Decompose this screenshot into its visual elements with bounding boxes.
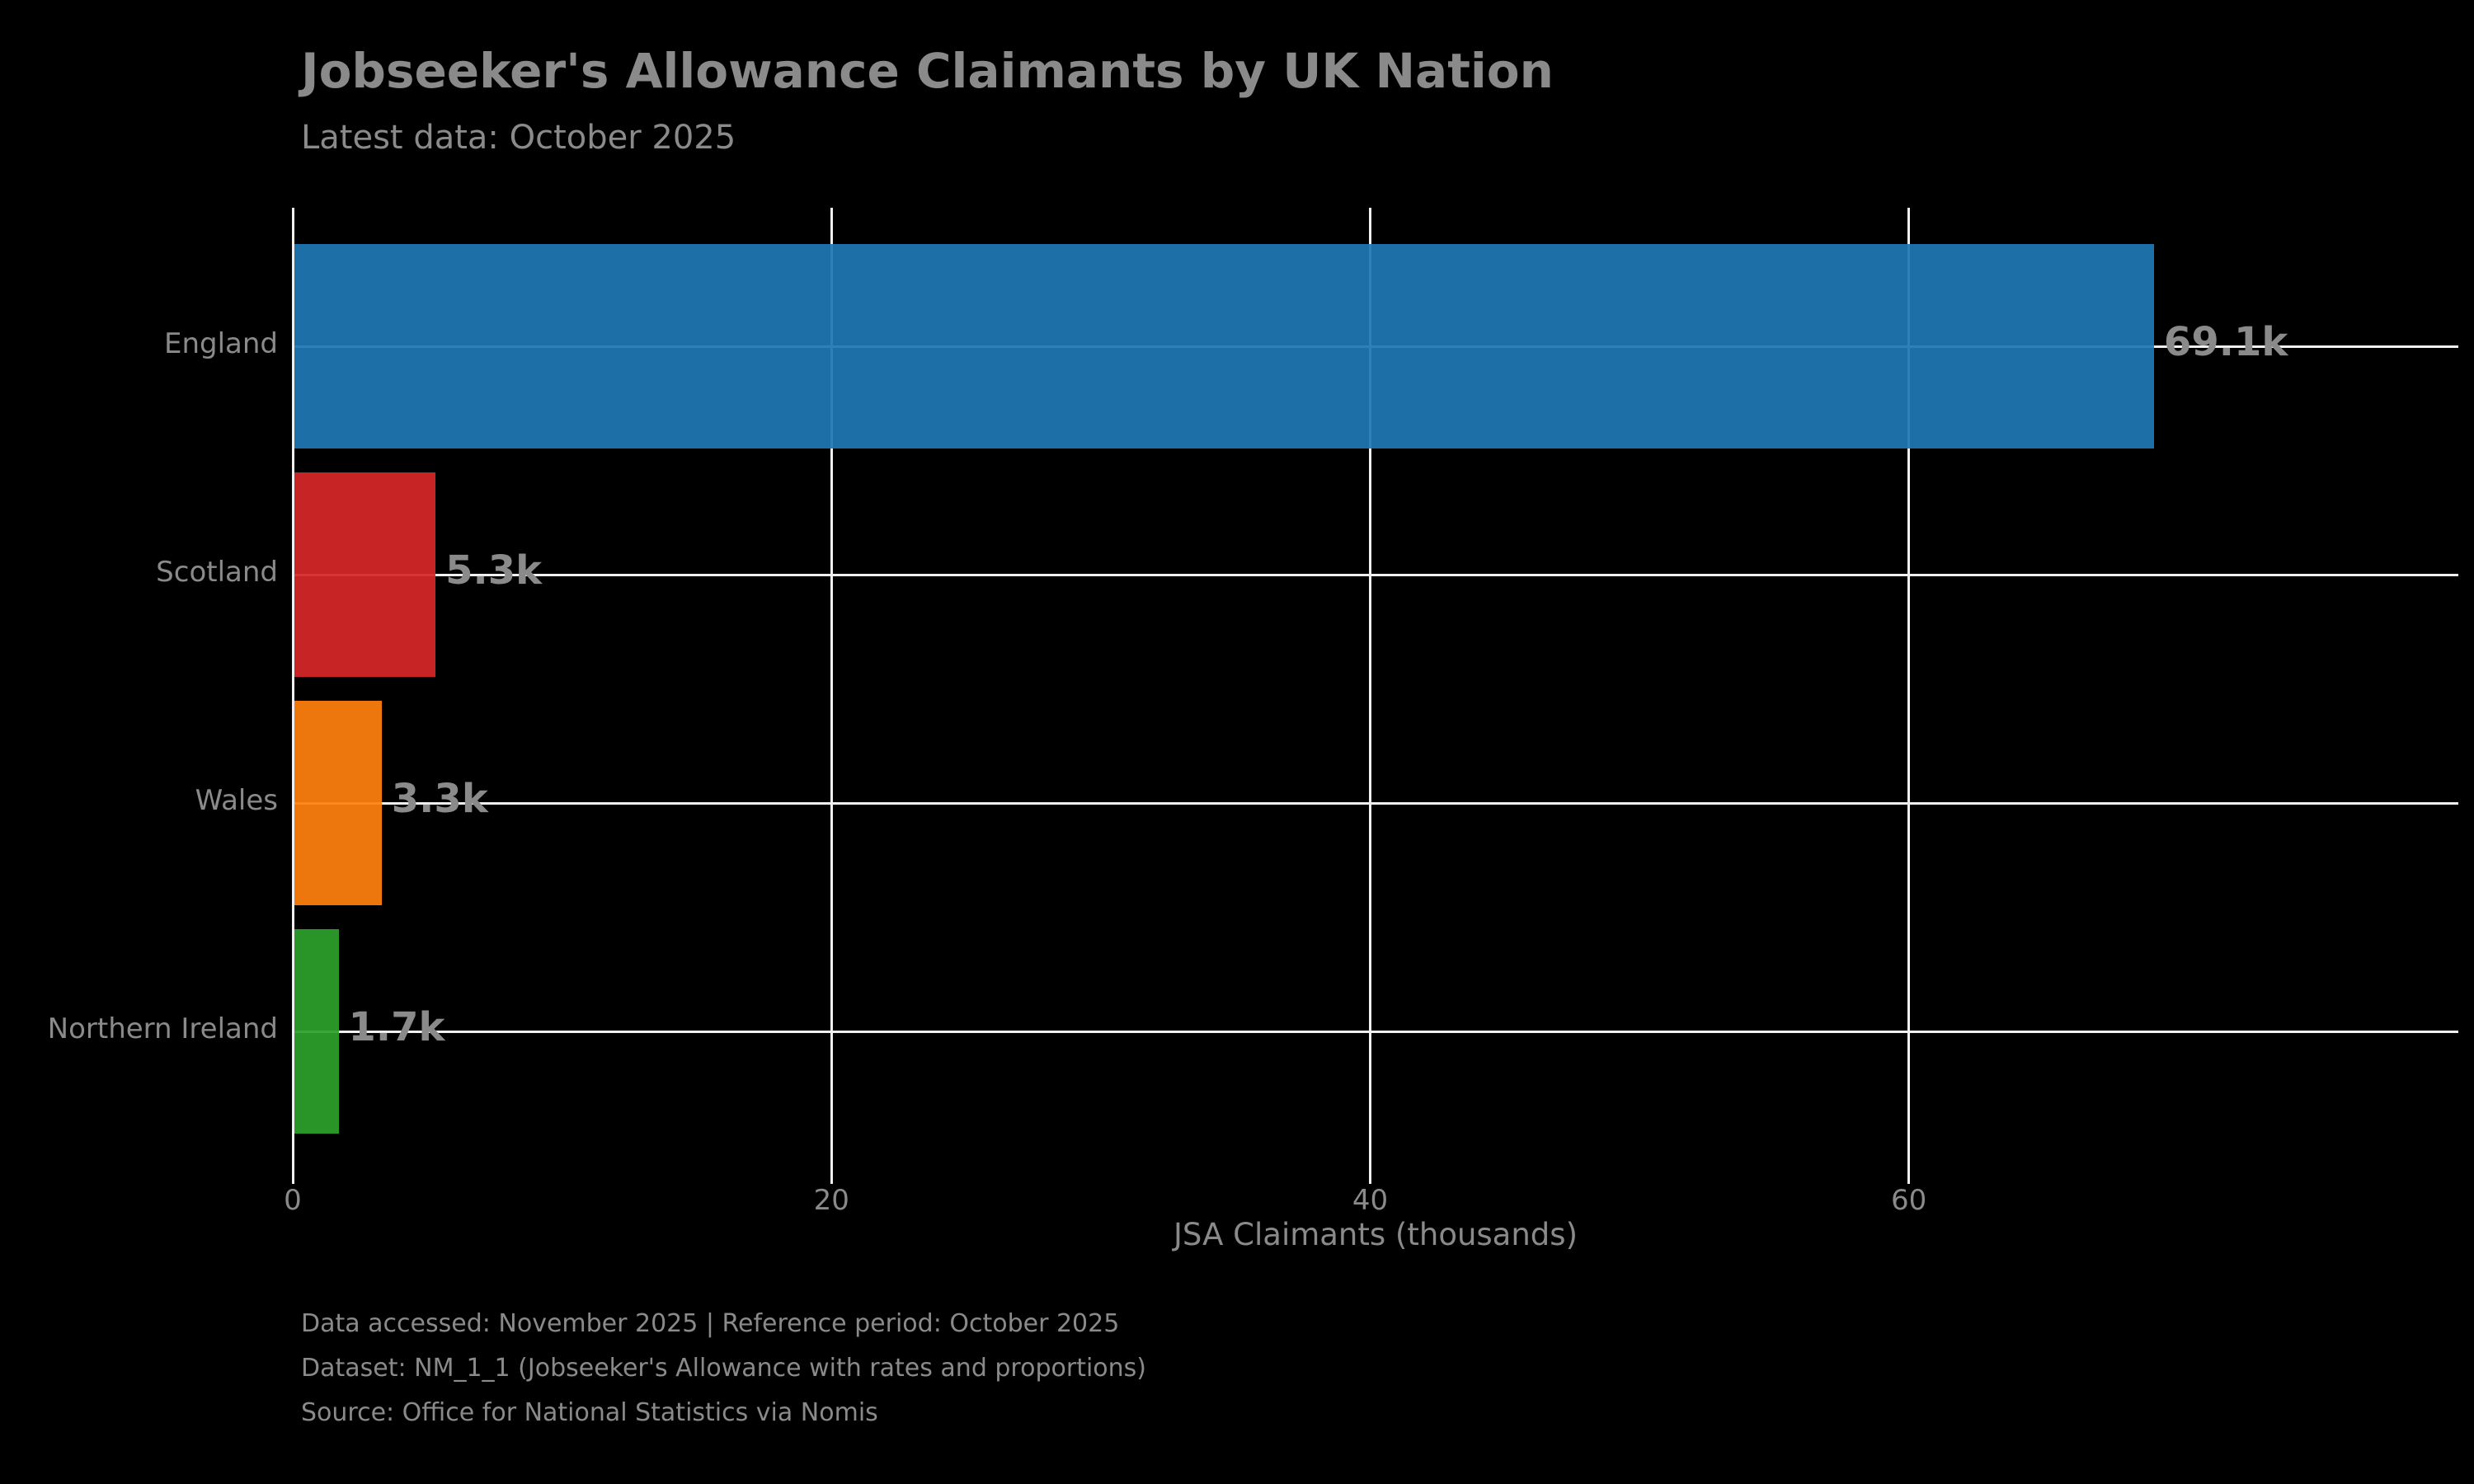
x-tick-label: 40 xyxy=(1352,1184,1389,1217)
bar-wales xyxy=(294,701,382,905)
bar-scotland xyxy=(294,472,436,677)
chart-subtitle: Latest data: October 2025 xyxy=(301,119,736,157)
bar-england xyxy=(294,244,2154,448)
x-axis-label: JSA Claimants (thousands) xyxy=(1173,1217,1578,1252)
gridline-vertical xyxy=(1368,208,1371,1184)
x-tick-label: 20 xyxy=(813,1184,849,1217)
bar-value-label: 5.3k xyxy=(445,547,543,594)
footer-source: Source: Office for National Statistics v… xyxy=(301,1398,878,1427)
bar-value-label: 1.7k xyxy=(348,1004,445,1050)
gridline-vertical xyxy=(1907,208,1911,1184)
footer-data-accessed: Data accessed: November 2025 | Reference… xyxy=(301,1309,1120,1338)
x-tick-label: 0 xyxy=(284,1184,302,1217)
category-label: Scotland xyxy=(156,556,278,589)
bar-northern-ireland xyxy=(294,929,339,1134)
gridline-vertical xyxy=(830,208,833,1184)
chart-title: Jobseeker's Allowance Claimants by UK Na… xyxy=(301,43,1554,99)
x-tick-label: 60 xyxy=(1891,1184,1927,1217)
gridline-horizontal xyxy=(293,801,2458,805)
category-label: Northern Ireland xyxy=(47,1012,278,1045)
footer-dataset: Dataset: NM_1_1 (Jobseeker's Allowance w… xyxy=(301,1354,1146,1383)
gridline-horizontal xyxy=(293,573,2458,576)
category-label: Wales xyxy=(195,784,278,817)
bar-value-label: 69.1k xyxy=(2163,319,2288,365)
gridline-horizontal xyxy=(293,1030,2458,1033)
category-label: England xyxy=(163,327,278,360)
gridline-vertical xyxy=(291,208,294,1184)
bar-value-label: 3.3k xyxy=(391,776,488,822)
